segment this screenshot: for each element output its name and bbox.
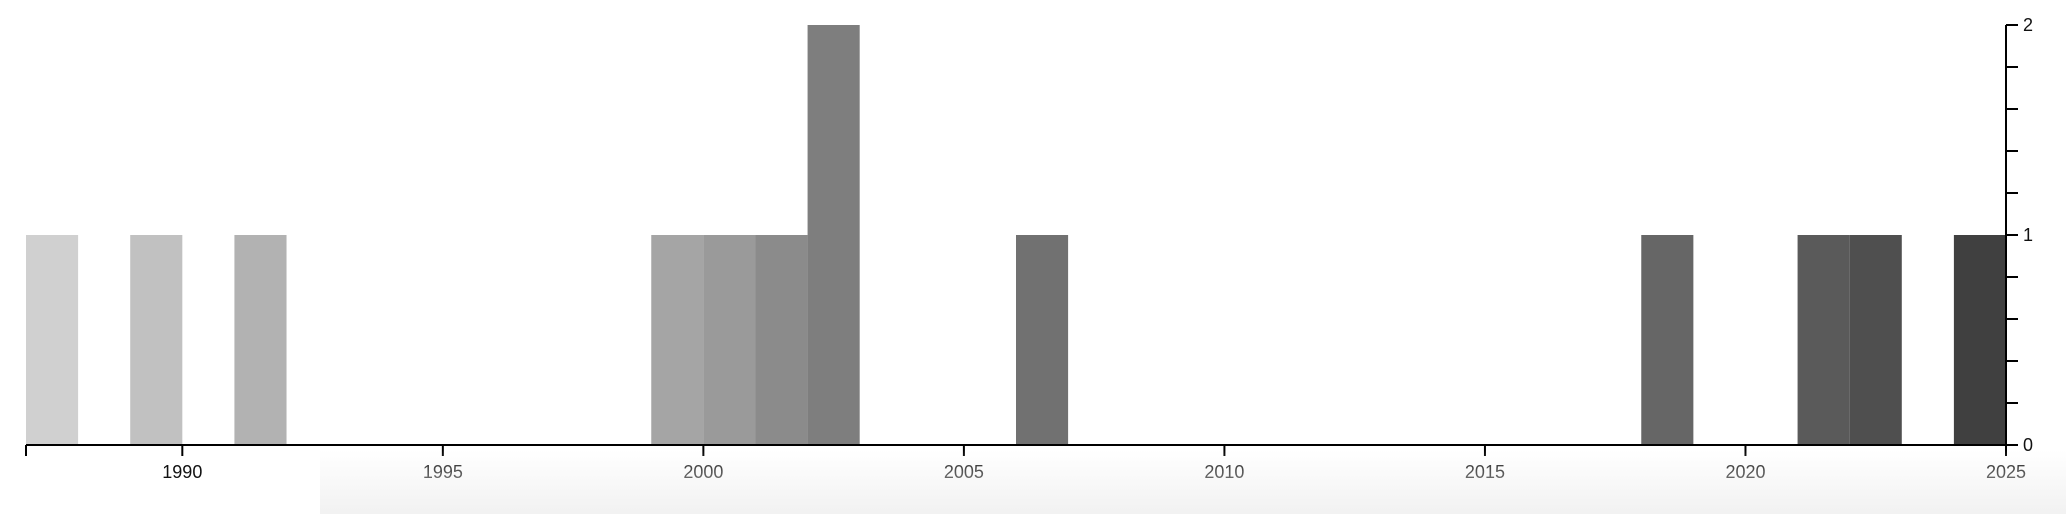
bar	[1797, 235, 1850, 445]
x-tick-label: 2010	[1204, 462, 1244, 482]
x-tick-label: 2005	[944, 462, 984, 482]
bar	[755, 235, 808, 445]
bar	[1641, 235, 1694, 445]
bar	[1016, 235, 1069, 445]
bar	[651, 235, 704, 445]
x-tick-label: 2020	[1725, 462, 1765, 482]
bar	[1849, 235, 1902, 445]
y-tick-label: 1	[2023, 225, 2033, 245]
x-tick-label: 2000	[683, 462, 723, 482]
bar	[703, 235, 756, 445]
bar	[26, 235, 79, 445]
bars-group	[26, 25, 2006, 445]
x-tick-label: 2015	[1465, 462, 1505, 482]
bar	[1953, 235, 2006, 445]
x-tick-label: 2025	[1986, 462, 2026, 482]
bar	[807, 25, 860, 445]
x-tick-label: 1995	[423, 462, 463, 482]
x-tick-label: 1990	[162, 462, 202, 482]
y-tick-label: 0	[2023, 435, 2033, 455]
y-tick-label: 2	[2023, 15, 2033, 35]
bar	[130, 235, 183, 445]
bar	[234, 235, 287, 445]
